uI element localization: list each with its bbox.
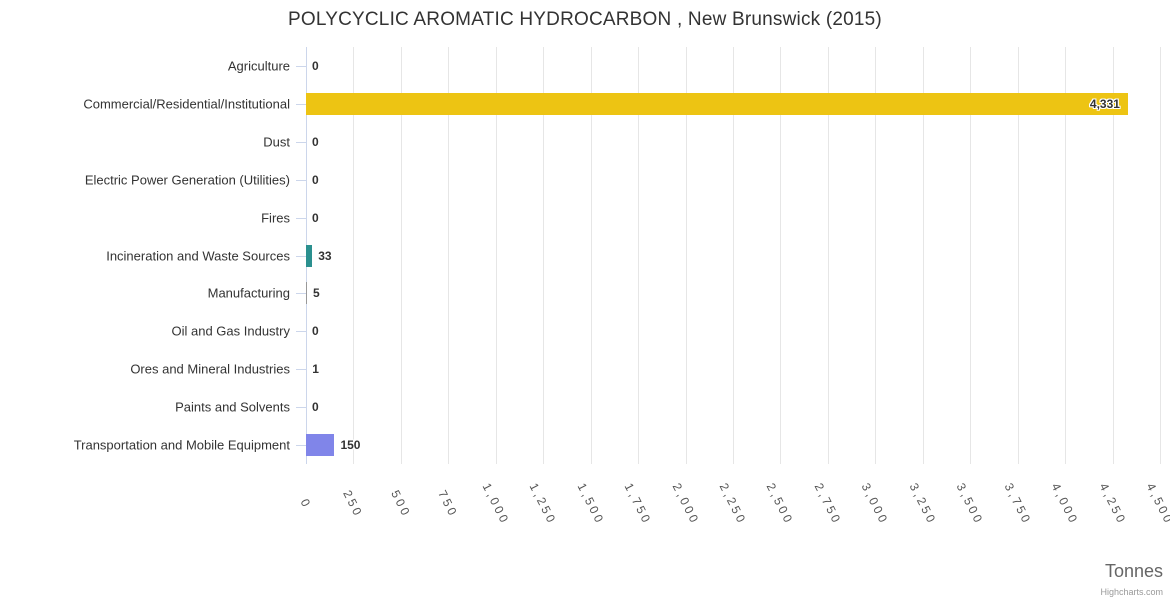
data-label: 0	[312, 324, 319, 339]
chart-title: POLYCYCLIC AROMATIC HYDROCARBON , New Br…	[288, 9, 882, 30]
value-axis-tick-label: 1,750	[621, 480, 655, 528]
value-axis-tick-label: 1,250	[526, 480, 560, 528]
grid-line	[495, 47, 497, 464]
data-label: 4,331	[1089, 96, 1120, 111]
value-axis-tick-label: 4,250	[1096, 480, 1130, 528]
category-label: Transportation and Mobile Equipment	[73, 437, 290, 453]
value-axis-tick-label: 2,250	[716, 480, 750, 528]
grid-line	[448, 47, 450, 464]
grid-line	[543, 47, 545, 464]
category-tick	[296, 103, 306, 105]
category-label: Agriculture	[227, 58, 290, 74]
grid-line	[400, 47, 402, 464]
value-axis-tick-label: 4,500	[1143, 480, 1170, 528]
category-tick	[296, 179, 306, 181]
category-tick	[296, 445, 306, 447]
plot-area	[306, 47, 1161, 464]
grid-line	[827, 47, 829, 464]
category-tick	[296, 369, 306, 371]
category-tick	[296, 407, 306, 409]
bar[interactable]	[306, 92, 1128, 115]
bar[interactable]	[306, 282, 307, 305]
value-axis-tick-label: 0	[297, 496, 315, 512]
grid-line	[1112, 47, 1114, 464]
grid-line	[1065, 47, 1067, 464]
category-tick	[296, 217, 306, 219]
data-label: 1	[312, 362, 319, 377]
category-tick	[296, 65, 306, 67]
category-label: Fires	[261, 210, 290, 226]
value-axis-tick-label: 2,000	[669, 480, 703, 528]
category-label: Manufacturing	[207, 285, 290, 301]
grid-line	[590, 47, 592, 464]
category-label: Electric Power Generation (Utilities)	[84, 172, 290, 188]
category-label: Incineration and Waste Sources	[106, 248, 290, 263]
category-label: Paints and Solvents	[175, 399, 290, 415]
value-axis-tick-label: 2,500	[763, 480, 797, 528]
value-axis-tick-label: 500	[388, 487, 414, 521]
category-tick	[296, 331, 306, 333]
data-label: 0	[312, 210, 319, 225]
data-label: 33	[318, 248, 332, 263]
grid-line	[922, 47, 924, 464]
value-axis-tick-label: 3,000	[858, 480, 892, 528]
category-label: Commercial/Residential/Institutional	[83, 96, 290, 112]
value-axis-tick-label: 1,000	[479, 480, 513, 528]
value-axis-tick-label: 2,750	[811, 480, 845, 528]
bar[interactable]	[306, 244, 312, 267]
category-label: Oil and Gas Industry	[171, 323, 291, 339]
category-label: Dust	[263, 134, 290, 150]
value-axis-tick-label: 250	[340, 487, 367, 521]
category-tick	[296, 293, 306, 295]
grid-line	[353, 47, 355, 464]
grid-line	[1017, 47, 1019, 464]
category-tick	[296, 255, 306, 257]
value-axis-title: Tonnes	[1104, 561, 1163, 581]
value-axis-tick-label: 750	[435, 487, 462, 521]
grid-line	[970, 47, 972, 464]
grid-line	[638, 47, 640, 464]
grid-line	[685, 47, 687, 464]
value-axis-tick-label: 3,250	[906, 480, 940, 528]
grid-line	[875, 47, 877, 464]
value-axis-tick-label: 3,500	[953, 480, 987, 528]
grid-line	[1160, 47, 1161, 464]
data-label: 150	[340, 438, 361, 453]
data-label: 5	[312, 286, 320, 301]
data-label: 0	[312, 172, 319, 187]
category-tick	[296, 141, 306, 143]
value-axis-tick-label: 3,750	[1001, 480, 1035, 528]
bar[interactable]	[306, 434, 334, 457]
data-label: 0	[312, 134, 319, 149]
data-label: 0	[312, 400, 319, 415]
value-axis-tick-label: 4,000	[1048, 480, 1082, 528]
value-axis-tick-label: 1,500	[574, 480, 608, 528]
highcharts-credit: Highcharts.com	[1100, 587, 1163, 597]
data-label: 0	[312, 58, 319, 73]
grid-line	[780, 47, 782, 464]
category-label: Ores and Mineral Industries	[130, 361, 290, 377]
grid-line	[733, 47, 734, 464]
